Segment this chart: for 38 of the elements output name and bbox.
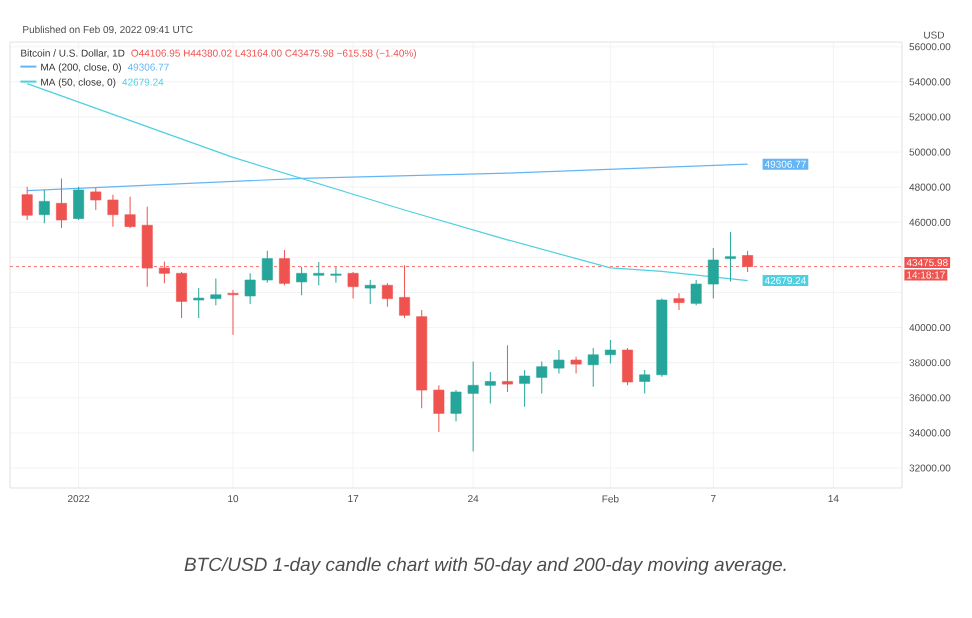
candlestick	[725, 231, 736, 282]
candlestick	[330, 266, 342, 284]
candlestick	[38, 189, 50, 224]
candlestick	[673, 292, 685, 311]
candlestick	[622, 347, 633, 386]
candlestick	[193, 287, 205, 319]
candlestick	[107, 194, 119, 228]
candlestick	[347, 271, 359, 300]
candlestick	[227, 289, 239, 336]
candlestick	[313, 261, 325, 286]
candlestick	[210, 278, 222, 306]
candlestick	[467, 360, 479, 452]
candlestick	[707, 247, 719, 300]
candlestick	[553, 349, 565, 374]
candlestick	[587, 347, 599, 388]
candlestick	[502, 344, 513, 393]
candlestick	[639, 369, 651, 394]
candlestick	[73, 186, 85, 221]
candlestick	[433, 384, 445, 433]
candlestick	[450, 389, 462, 422]
candlestick	[21, 186, 33, 221]
candlestick	[124, 196, 136, 229]
candlestick	[604, 339, 616, 364]
candlestick	[56, 178, 67, 229]
candlestick	[364, 279, 376, 305]
candlestick	[519, 369, 531, 408]
candlestick	[90, 187, 102, 211]
candlestick	[244, 272, 256, 305]
candlestick	[484, 371, 496, 404]
candlestick	[261, 250, 273, 284]
candlestick	[296, 266, 308, 296]
candlestick	[176, 271, 187, 319]
text: BTC/USD 1-day candle chart with 50-day and 200-day moving average.	[184, 557, 786, 575]
candlestick	[381, 282, 393, 308]
candlestick	[570, 356, 582, 374]
candlestick	[536, 360, 548, 394]
candlestick	[690, 279, 702, 306]
line-series	[26, 163, 749, 192]
